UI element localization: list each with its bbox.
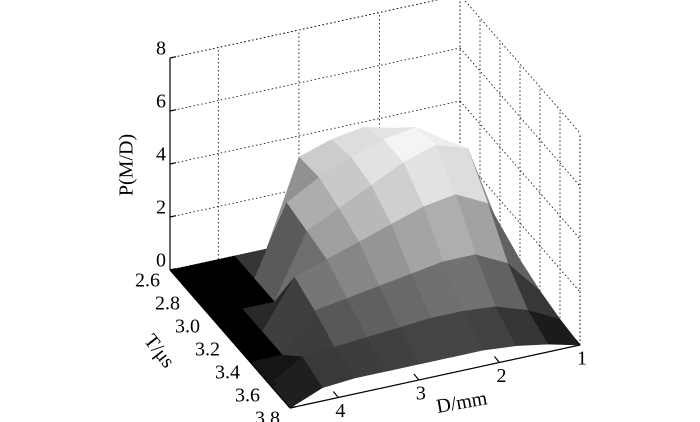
y-tick [289,406,297,409]
y-tick-label: 3.2 [195,339,220,361]
grid-line [459,100,581,240]
x-tick [493,356,500,363]
y-tick-label: 3.4 [215,362,240,384]
y-tick-label: 3.0 [175,316,200,338]
z-tick [169,109,177,112]
y-tick [269,383,277,386]
z-tick-label: 6 [156,91,166,113]
y-tick [229,337,237,340]
y-tick-label: 3.6 [235,385,260,407]
x-tick-label: 1 [577,348,587,370]
y-axis-label: T/μs [139,330,179,372]
x-tick-label: 2 [496,365,506,387]
z-axis-label: P(M/D) [116,134,138,196]
x-axis-label: D/mm [435,387,490,418]
z-tick-label: 2 [156,197,166,219]
grid-line [463,0,581,134]
x-tick-label: 4 [335,400,345,422]
z-tick-label: 4 [156,144,166,166]
x-tick-label: 3 [416,383,426,405]
grid-line [169,0,439,59]
z-tick [169,162,177,165]
z-tick [169,215,177,218]
y-tick [249,360,257,363]
box-edge [169,0,439,59]
y-tick-label: 2.6 [135,270,160,292]
grid-line [169,47,461,112]
grid-line [169,100,461,165]
y-tick [209,314,217,317]
y-tick [189,291,197,294]
grid-line [459,47,581,187]
z-tick [169,56,177,59]
y-tick-label: 3.8 [255,408,280,422]
x-tick [413,373,420,381]
z-tick-label: 8 [156,38,166,60]
x-tick [332,391,339,398]
z-tick-label: 0 [156,250,166,272]
x-tick [574,338,581,346]
y-tick-label: 2.8 [155,293,180,315]
y-tick [169,268,177,271]
